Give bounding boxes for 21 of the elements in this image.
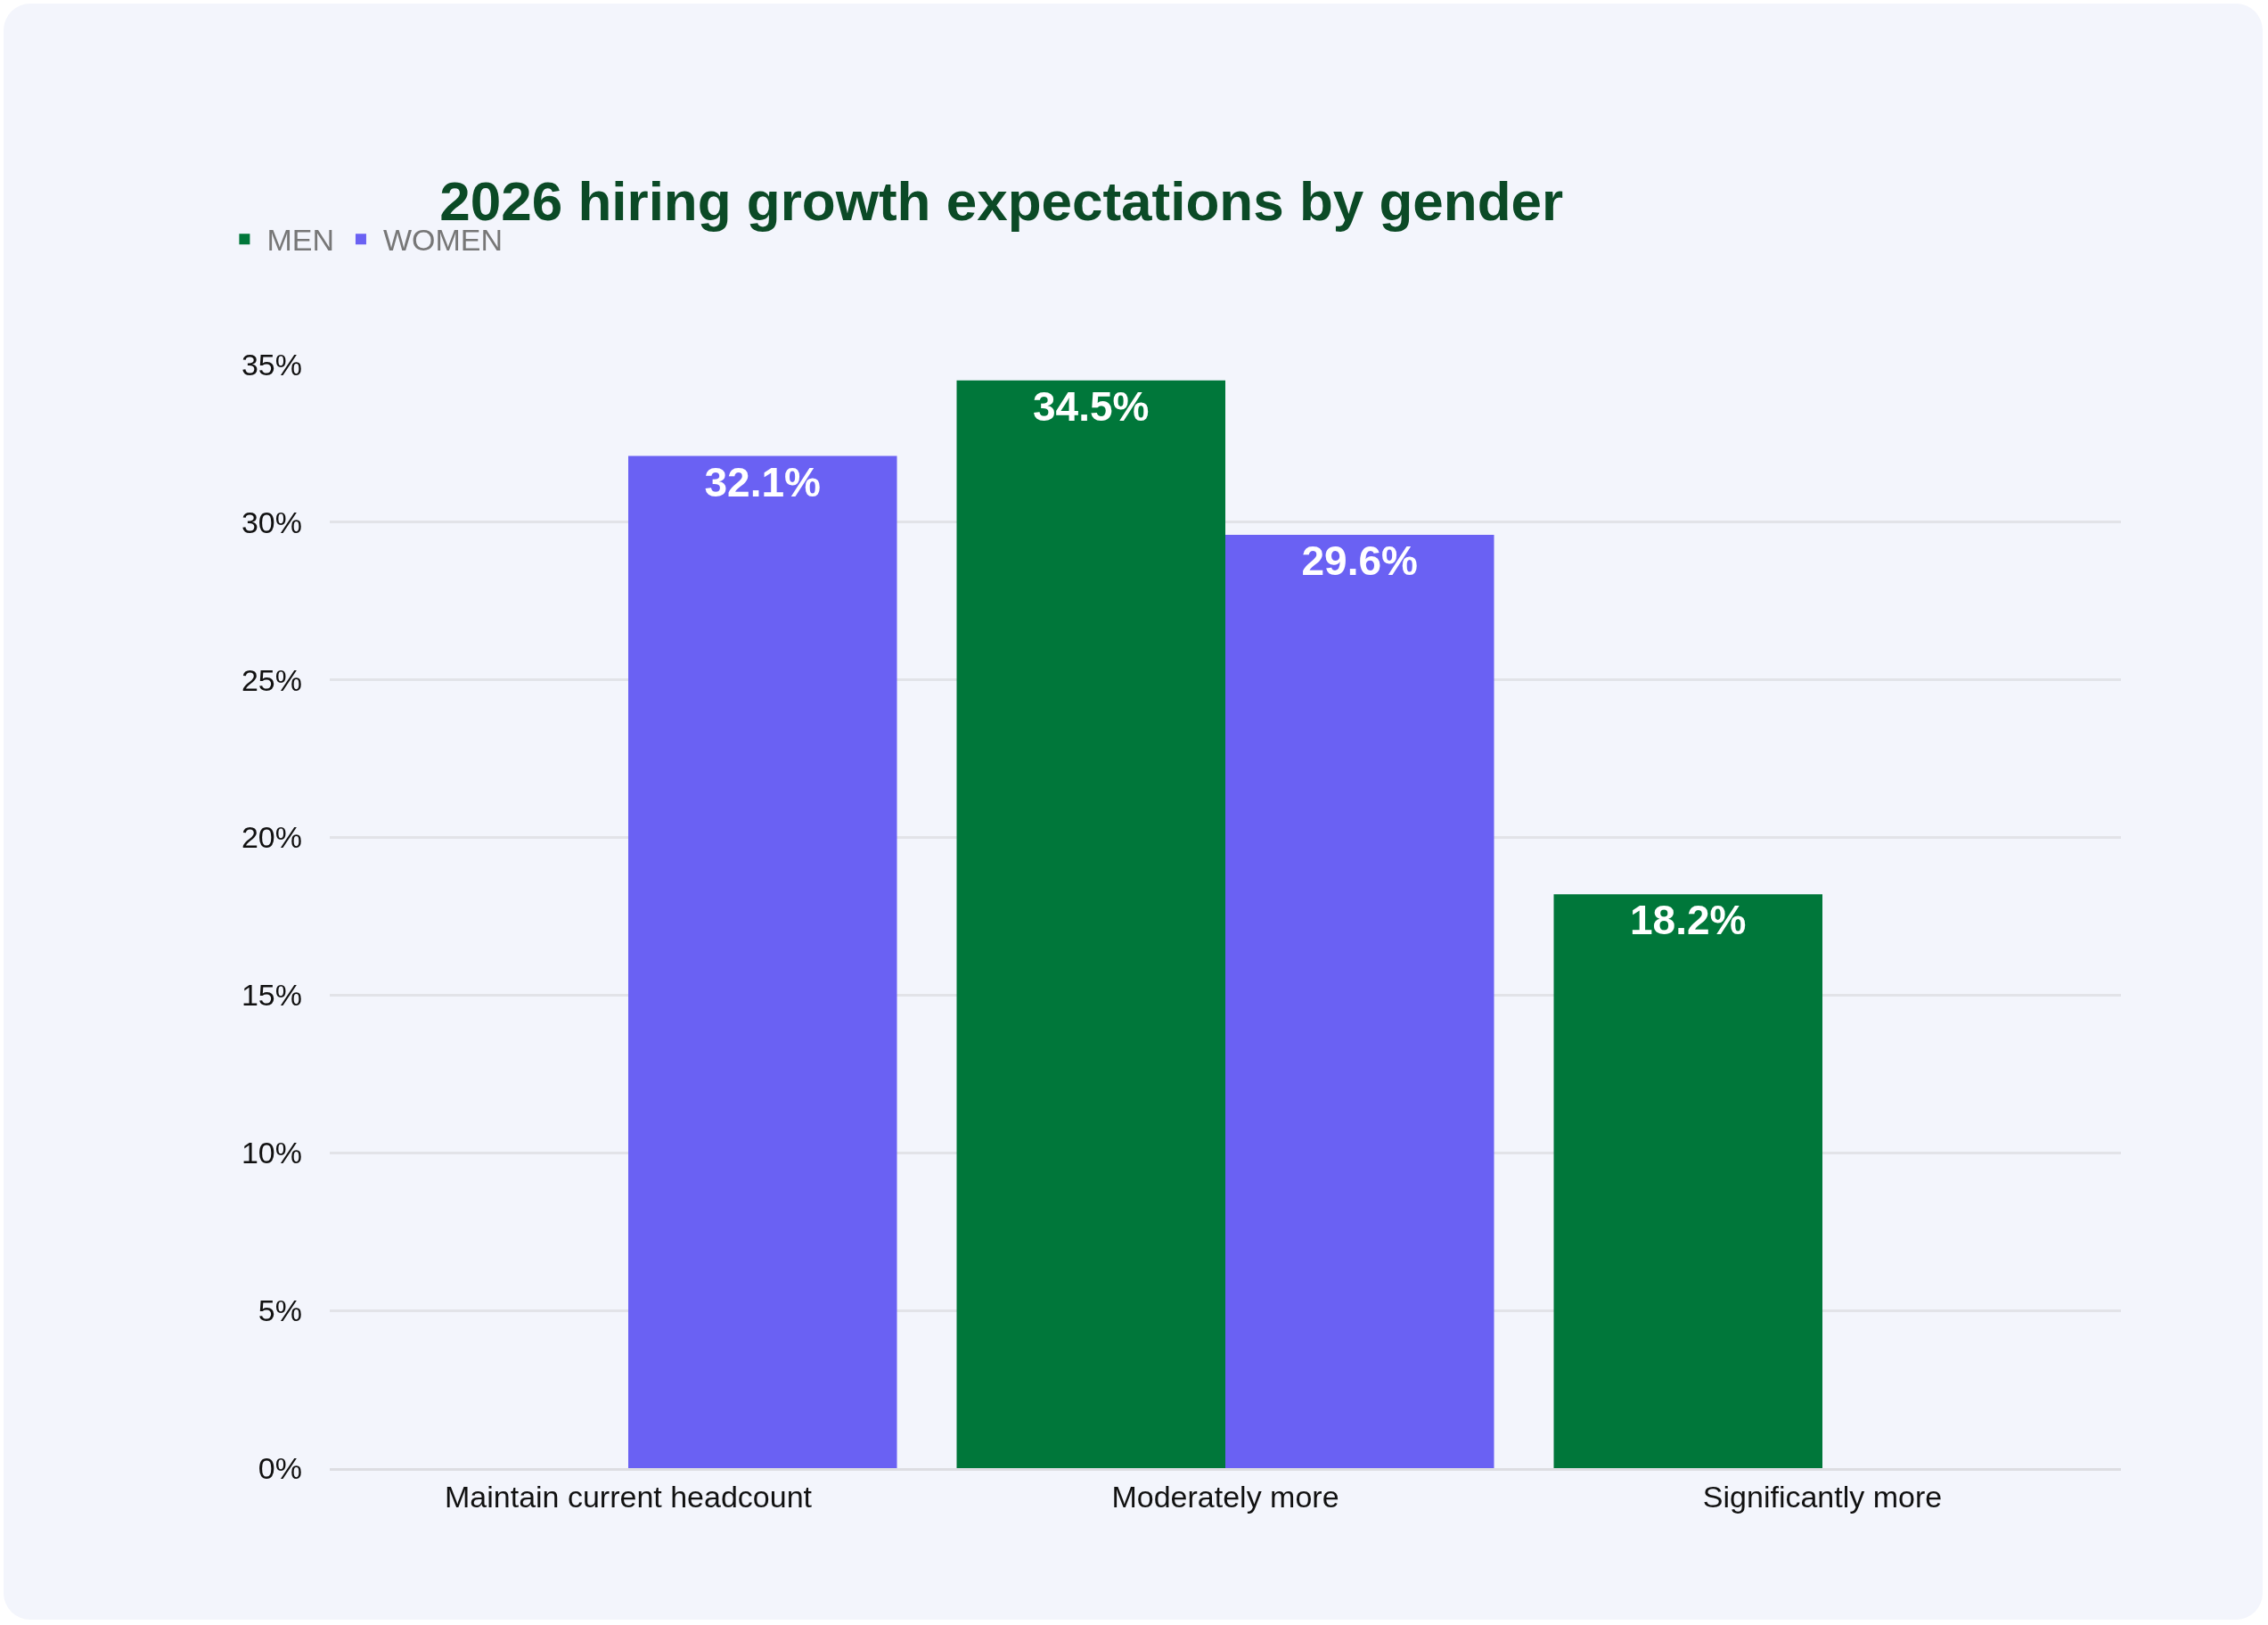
bar	[628, 455, 897, 1468]
legend-label: WOMEN	[382, 223, 504, 258]
bar	[956, 380, 1225, 1468]
data-label: 34.5%	[1033, 382, 1150, 430]
x-tick-label: Moderately more	[1111, 1479, 1339, 1514]
y-tick-label: 20%	[241, 820, 302, 855]
bar	[1553, 894, 1822, 1468]
data-label: 32.1%	[704, 458, 821, 505]
y-tick-label: 25%	[241, 662, 302, 697]
legend-label: MEN	[266, 223, 334, 258]
y-tick-label: 35%	[241, 347, 302, 382]
y-tick-label: 5%	[258, 1293, 302, 1328]
x-tick-label: Maintain current headcount	[444, 1479, 813, 1514]
bar	[1225, 535, 1494, 1468]
y-tick-label: 10%	[241, 1136, 302, 1170]
data-label: 29.6%	[1301, 538, 1418, 585]
y-tick-label: 0%	[258, 1450, 302, 1485]
x-tick-label: Significantly more	[1702, 1479, 1943, 1514]
data-label: 18.2%	[1630, 897, 1747, 944]
y-tick-label: 30%	[241, 505, 302, 539]
y-tick-label: 15%	[241, 978, 302, 1013]
